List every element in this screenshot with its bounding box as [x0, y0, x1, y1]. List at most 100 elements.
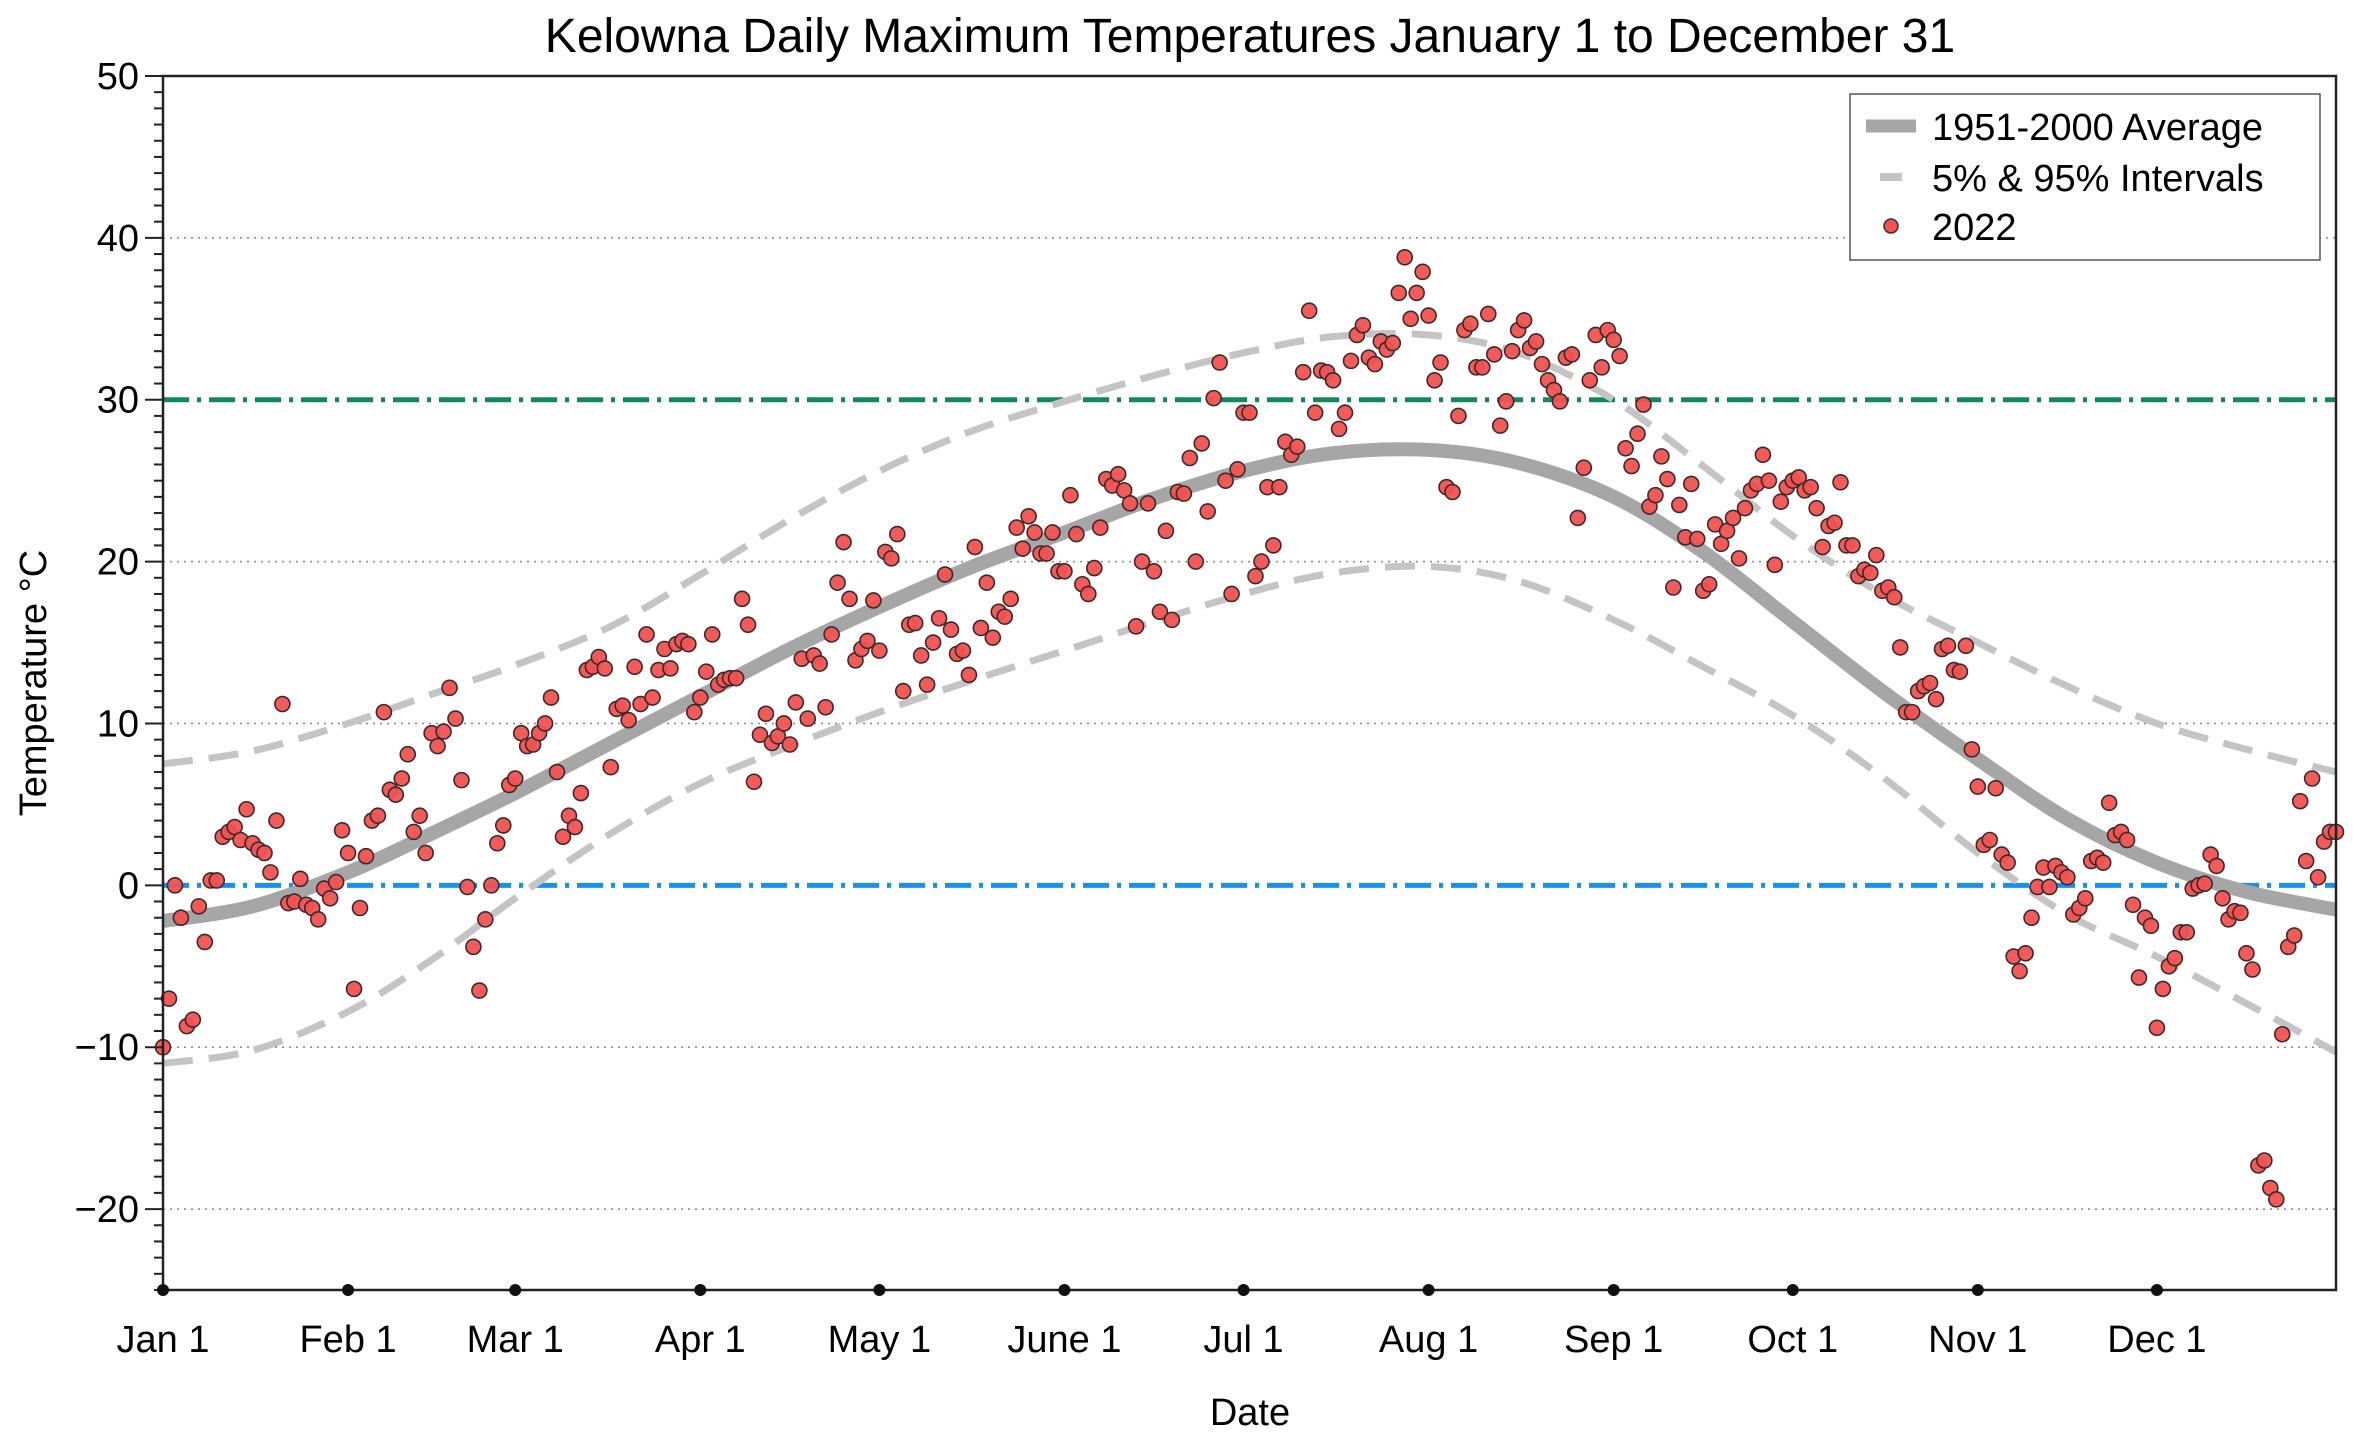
data-point-2022	[811, 655, 828, 672]
data-point-2022	[554, 828, 572, 846]
data-point-2022	[841, 590, 858, 608]
data-point-2022	[733, 590, 751, 608]
data-point-2022	[1575, 459, 1593, 477]
data-point-2022	[2285, 927, 2303, 944]
x-tick-label: Mar 1	[467, 1319, 564, 1361]
data-point-2022	[333, 821, 351, 839]
data-point-2022	[1617, 439, 1634, 457]
data-point-2022	[2297, 852, 2315, 870]
x-tick-marker	[1237, 1284, 1250, 1296]
data-point-2022	[936, 566, 954, 583]
data-point-2022	[1241, 404, 1258, 421]
data-point-2022	[1939, 637, 1957, 655]
legend-box	[1849, 93, 2321, 261]
data-point-2022	[924, 634, 942, 651]
data-point-2022	[2011, 962, 2028, 980]
data-point-2022	[1491, 417, 1509, 434]
data-point-2022	[1265, 537, 1282, 554]
data-point-2022	[1306, 404, 1324, 421]
data-point-2022	[1927, 690, 1945, 708]
x-tick-label: Nov 1	[1928, 1319, 2027, 1361]
data-point-2022	[1527, 333, 1545, 350]
points-2022	[154, 248, 2345, 1208]
legend: 1951-2000 Average 5% & 95% Intervals 202…	[1849, 93, 2321, 261]
y-tick-label: 30	[97, 380, 139, 422]
data-point-2022	[1384, 334, 1402, 352]
data-point-2022	[1217, 472, 1234, 489]
data-point-2022	[1563, 346, 1581, 363]
data-point-2022	[1891, 639, 1909, 656]
data-point-2022	[942, 621, 960, 638]
data-point-2022	[1187, 553, 1205, 570]
data-point-2022	[2041, 878, 2058, 896]
data-point-2022	[262, 864, 279, 881]
data-point-2022	[1080, 585, 1097, 603]
data-point-2022	[1605, 331, 1622, 349]
x-tick-marker	[342, 1284, 355, 1296]
data-point-2022	[1808, 499, 1825, 517]
data-point-2022	[894, 682, 912, 700]
data-point-2022	[1700, 575, 1718, 593]
data-point-2022	[321, 889, 339, 907]
data-point-2022	[1127, 618, 1145, 635]
data-point-2022	[1062, 486, 1079, 504]
x-tick-marker	[509, 1284, 522, 1296]
x-tick-marker	[2150, 1284, 2163, 1296]
x-tick-label: May 1	[828, 1319, 931, 1361]
data-point-2022	[888, 525, 906, 543]
data-point-2022	[1826, 514, 1843, 532]
data-point-2022	[489, 834, 506, 852]
data-point-2022	[1814, 538, 1831, 556]
data-point-2022	[1444, 483, 1461, 501]
data-point-2022	[459, 878, 476, 896]
gridlines	[163, 237, 2336, 1210]
data-point-2022	[865, 592, 882, 609]
data-point-2022	[2238, 945, 2255, 962]
data-point-2022	[1730, 550, 1748, 567]
data-point-2022	[960, 666, 978, 684]
data-point-2022	[1145, 563, 1163, 580]
x-tick-label: Dec 1	[2107, 1319, 2206, 1361]
data-point-2022	[1199, 503, 1217, 520]
data-point-2022	[1450, 407, 1467, 425]
data-point-2022	[417, 844, 434, 862]
data-point-2022	[1503, 342, 1521, 360]
data-point-2022	[954, 642, 972, 659]
data-point-2022	[1342, 352, 1360, 370]
y-axis-label: Temperature °C	[13, 550, 55, 817]
data-point-2022	[1247, 567, 1264, 585]
data-point-2022	[602, 758, 620, 776]
data-point-2022	[1133, 553, 1151, 570]
data-point-2022	[739, 616, 757, 634]
data-point-2022	[1253, 553, 1270, 570]
data-point-2022	[387, 786, 405, 803]
data-point-2022	[1432, 354, 1449, 371]
data-point-2022	[1647, 486, 1664, 504]
data-point-2022	[447, 710, 464, 727]
data-point-2022	[2178, 923, 2196, 941]
y-tick-label: 20	[97, 542, 139, 584]
data-point-2022	[172, 909, 190, 927]
data-point-2022	[787, 694, 805, 711]
data-point-2022	[1157, 522, 1175, 540]
x-tick-label: Aug 1	[1379, 1319, 1478, 1361]
data-point-2022	[292, 870, 309, 888]
data-point-2022	[2303, 770, 2321, 787]
data-point-2022	[775, 715, 793, 732]
x-axis: Jan 1 Feb 1 Mar 1 Apr 1 May 1 June 1 Jul 1 Aug …	[117, 1284, 2207, 1361]
y-tick-label: −20	[75, 1189, 139, 1231]
data-point-2022	[686, 703, 703, 721]
data-point-2022	[817, 698, 834, 716]
data-point-2022	[477, 911, 494, 928]
data-point-2022	[1497, 393, 1515, 410]
data-point-2022	[662, 660, 679, 677]
data-point-2022	[1885, 588, 1903, 606]
data-point-2022	[883, 550, 900, 567]
y-tick-label: 10	[97, 703, 139, 745]
upper-95-interval-line	[162, 330, 2337, 776]
x-tick-label: Jan 1	[117, 1319, 210, 1361]
data-point-2022	[1754, 446, 1772, 464]
data-point-2022	[166, 877, 184, 894]
data-point-2022	[835, 533, 852, 551]
